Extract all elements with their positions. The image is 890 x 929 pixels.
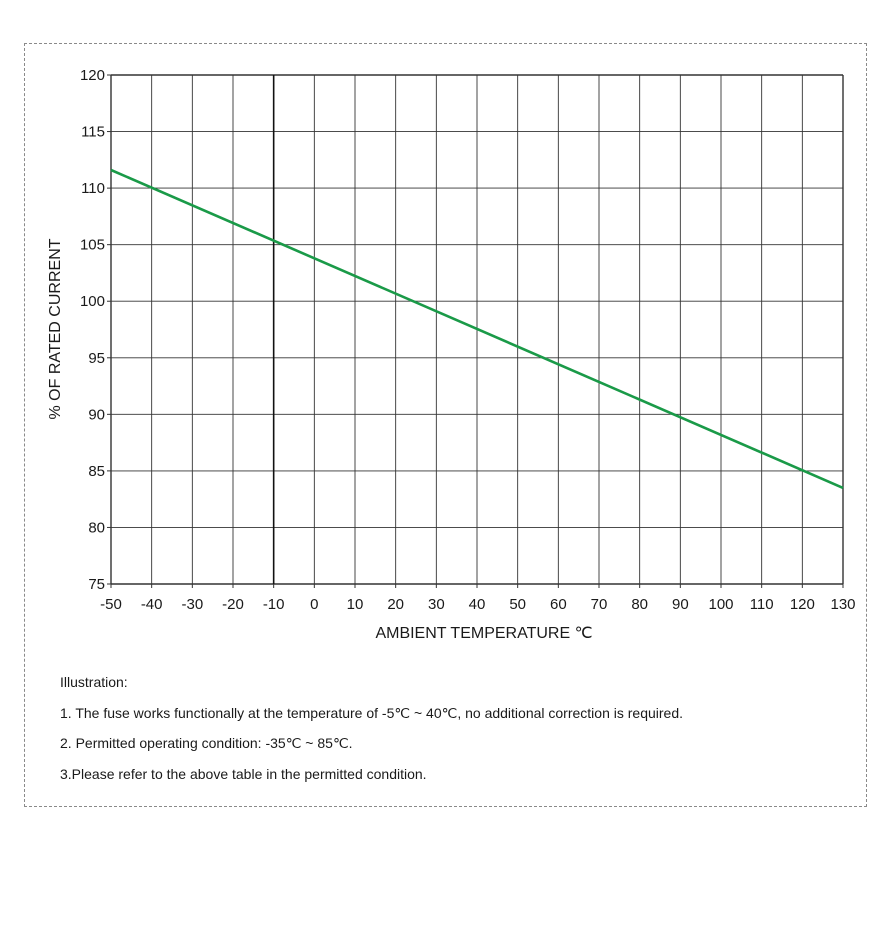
chart-frame	[24, 43, 867, 807]
y-tick-label: 115	[81, 124, 105, 141]
x-tick-label: 50	[509, 596, 526, 613]
x-tick-label: 0	[310, 596, 318, 613]
y-tick-label: 80	[88, 519, 105, 536]
y-tick-label: 100	[80, 293, 105, 310]
x-tick-label: 110	[750, 596, 774, 613]
x-tick-label: -50	[100, 596, 122, 613]
y-axis-label: % OF RATED CURRENT	[47, 238, 64, 419]
x-tick-label: 90	[672, 596, 689, 613]
y-tick-label: 120	[80, 67, 105, 84]
series-line-derating	[110, 168, 844, 490]
notes-heading: Illustration:	[60, 674, 128, 690]
x-tick-label: -10	[263, 596, 285, 613]
x-tick-labels: -50 -40 -30 -20 -10 0 10 20 30 40 50 60 70 80 90 100 110…	[100, 596, 855, 613]
y-tick-label: 90	[88, 406, 105, 423]
note-item-1: 1. The fuse works functionally at the te…	[60, 704, 684, 721]
x-tick-label: 80	[631, 596, 648, 613]
y-tick-label: 110	[81, 180, 105, 197]
y-tick-label: 85	[88, 463, 105, 480]
x-tick-label: 120	[790, 596, 815, 613]
x-tick-label: 130	[830, 596, 855, 613]
illustration-notes: Illustration: 1. The fuse works function…	[60, 672, 860, 794]
y-tick-label: 75	[88, 576, 105, 593]
x-tick-label: 40	[469, 596, 486, 613]
y-tick-label: 105	[80, 237, 105, 254]
x-tick-label: 100	[708, 596, 733, 613]
note-item-3: 3.Please refer to the above table in the…	[60, 765, 427, 782]
x-tick-label: 70	[591, 596, 608, 613]
y-tick-labels: 75 80 85 90 95 100 105 110 115 120	[80, 67, 105, 593]
x-tick-label: -40	[141, 596, 163, 613]
y-tick-label: 95	[88, 350, 105, 367]
x-tick-label: 10	[347, 596, 364, 613]
x-tick-label: 30	[428, 596, 445, 613]
x-tick-label: 20	[387, 596, 404, 613]
x-tick-label: -30	[181, 596, 203, 613]
series-group	[110, 168, 844, 490]
x-tick-label: 60	[550, 596, 567, 613]
x-axis-label: AMBIENT TEMPERATURE ℃	[375, 625, 592, 642]
note-item-2: 2. Permitted operating condition: -35℃ ~…	[60, 735, 353, 751]
grid	[107, 74, 844, 588]
x-tick-label: -20	[222, 596, 244, 613]
